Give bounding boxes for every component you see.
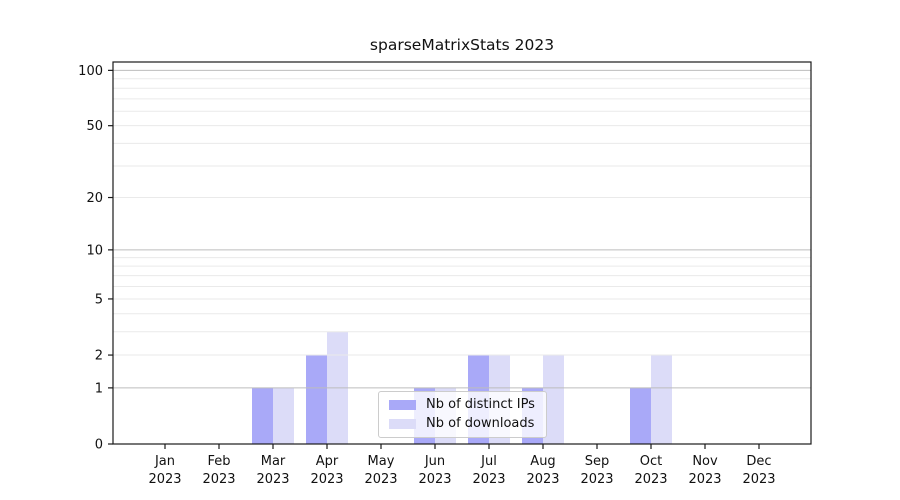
y-tick-label-100: 100 <box>78 64 103 79</box>
bar-aug-downloads <box>543 355 564 444</box>
y-tick-label-0: 0 <box>95 438 103 453</box>
x-tick-label-mar: Mar 2023 <box>256 454 289 487</box>
bar-mar-downloads <box>273 387 294 444</box>
y-tick-label-20: 20 <box>86 191 103 206</box>
x-tick-label-may: May 2023 <box>364 454 397 487</box>
x-tick-label-jul: Jul 2023 <box>472 454 505 487</box>
legend-item-downloads: Nb of downloads <box>389 416 535 431</box>
bar-oct-distinct-ips <box>630 387 651 444</box>
legend: Nb of distinct IPs Nb of downloads <box>378 391 547 438</box>
x-tick-label-sep: Sep 2023 <box>580 454 613 487</box>
y-tick-label-1: 1 <box>95 381 103 396</box>
x-tick-label-feb: Feb 2023 <box>202 454 235 487</box>
y-tick-label-10: 10 <box>86 243 103 258</box>
y-tick-label-50: 50 <box>86 119 103 134</box>
y-tick-label-2: 2 <box>95 349 103 364</box>
x-tick-label-nov: Nov 2023 <box>688 454 721 487</box>
legend-item-distinct-ips: Nb of distinct IPs <box>389 397 535 412</box>
bar-mar-distinct-ips <box>252 387 273 444</box>
legend-label-distinct-ips: Nb of distinct IPs <box>426 397 535 412</box>
x-tick-label-aug: Aug 2023 <box>526 454 559 487</box>
legend-label-downloads: Nb of downloads <box>426 416 535 431</box>
x-tick-label-jun: Jun 2023 <box>418 454 451 487</box>
chart-title: sparseMatrixStats 2023 <box>369 36 555 54</box>
legend-swatch-downloads <box>389 418 416 429</box>
x-tick-label-oct: Oct 2023 <box>634 454 667 487</box>
y-tick-label-5: 5 <box>95 292 103 307</box>
x-tick-label-apr: Apr 2023 <box>310 454 343 487</box>
legend-swatch-distinct-ips <box>389 399 416 410</box>
x-tick-label-jan: Jan 2023 <box>148 454 181 487</box>
x-tick-label-dec: Dec 2023 <box>742 454 775 487</box>
plot-frame <box>112 61 812 445</box>
bar-apr-distinct-ips <box>306 355 327 444</box>
bar-oct-downloads <box>651 355 672 444</box>
